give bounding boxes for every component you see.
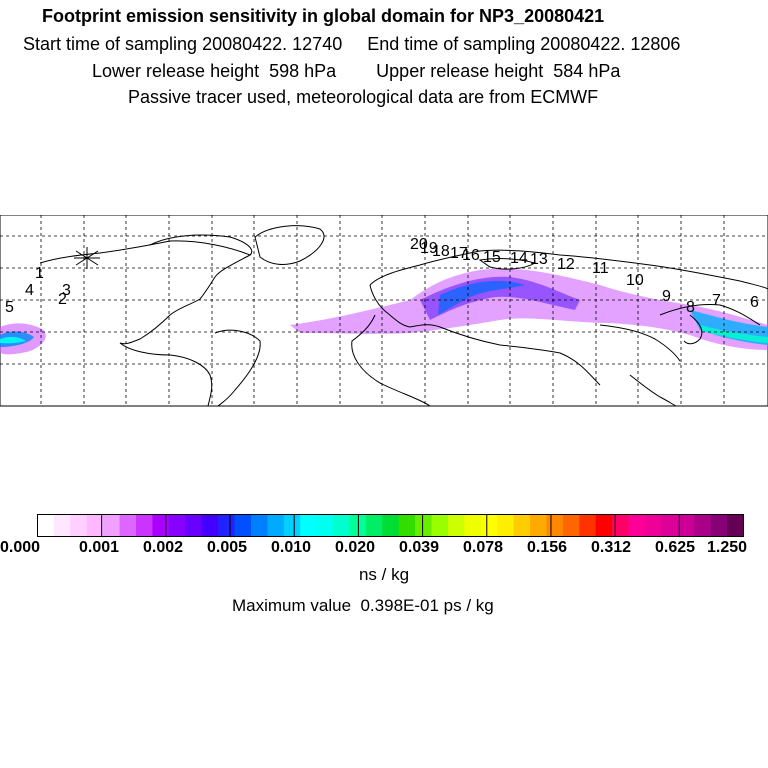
colorbar-swatch: [661, 514, 679, 537]
colorbar-tick-label: 0.625: [655, 539, 696, 556]
colorbar-major-dividers: [101, 514, 680, 537]
tracer-info-line: Passive tracer used, meteorological data…: [128, 87, 599, 107]
trajectory-label: 18: [432, 243, 450, 260]
colorbar-swatch: [546, 514, 564, 537]
colorbar-tick-label: 0.312: [591, 539, 632, 556]
colorbar-cells: [37, 514, 744, 537]
colorbar-swatch: [497, 514, 515, 537]
colorbar-swatch: [119, 514, 137, 537]
trajectory-label: 12: [557, 256, 575, 273]
colorbar-swatch: [103, 514, 120, 537]
trajectory-label: 17: [450, 245, 468, 262]
colorbar-swatch: [595, 514, 613, 537]
colorbar-swatch: [70, 514, 88, 537]
trajectory-label: 2: [58, 291, 67, 308]
trajectory-label: 10: [626, 272, 644, 289]
colorbar-swatch: [53, 514, 71, 537]
colorbar-swatch: [218, 514, 235, 537]
colorbar-swatch: [431, 514, 449, 537]
colorbar-swatch: [530, 514, 547, 537]
trajectory-label: 7: [712, 292, 721, 309]
colorbar-swatch: [579, 514, 597, 537]
colorbar-swatch: [168, 514, 186, 537]
colorbar-swatch: [415, 514, 432, 537]
coastlines: [39, 225, 768, 407]
colorbar-swatch: [333, 514, 350, 537]
colorbar-swatch: [136, 514, 153, 537]
colorbar: [37, 514, 744, 537]
graticule: [0, 215, 768, 406]
colorbar-tick-label: 0.002: [143, 539, 184, 556]
colorbar-tick-label: 1.250: [707, 539, 748, 556]
colorbar-swatch: [727, 514, 744, 537]
trajectory-label: 6: [750, 294, 759, 311]
colorbar-swatch: [234, 514, 252, 537]
sensitivity-field: [0, 268, 768, 355]
colorbar-swatch: [644, 514, 662, 537]
colorbar-tick-label: 0.156: [527, 539, 568, 556]
colorbar-swatch: [185, 514, 203, 537]
colorbar-tick-label: 0.078: [463, 539, 504, 556]
trajectory-label: 13: [530, 251, 548, 268]
colorbar-tick-label: 0.000: [0, 539, 41, 556]
trajectory-label: 4: [25, 282, 34, 299]
colorbar-swatch: [201, 514, 219, 537]
colorbar-swatch: [677, 514, 695, 537]
colorbar-swatch: [300, 514, 318, 537]
trajectory-label: 11: [592, 260, 609, 277]
colorbar-swatch: [250, 514, 268, 537]
colorbar-swatch: [365, 514, 383, 537]
colorbar-tick-label: 0.039: [399, 539, 440, 556]
colorbar-tick-label: 0.001: [79, 539, 120, 556]
trajectory-label: 5: [5, 299, 14, 316]
maximum-value-note: Maximum value 0.398E-01 ps / kg: [232, 596, 494, 615]
release-location-icon: [74, 247, 100, 269]
colorbar-swatch: [316, 514, 334, 537]
trajectory-label: 3: [62, 282, 71, 299]
colorbar-tick-label: 0.005: [207, 539, 248, 556]
colorbar-swatch: [694, 514, 712, 537]
colorbar-swatch: [464, 514, 482, 537]
trajectory-label: 1: [35, 265, 44, 282]
trajectory-label: 19: [420, 240, 438, 257]
colorbar-swatch: [398, 514, 416, 537]
colorbar-swatch: [382, 514, 400, 537]
plot-title: Footprint emission sensitivity in global…: [42, 6, 605, 26]
trajectory-label: 20: [410, 236, 428, 253]
colorbar-units: ns / kg: [358, 565, 410, 584]
colorbar-swatch: [562, 514, 580, 537]
trajectory-label: 15: [483, 249, 501, 266]
trajectory-label: 9: [662, 288, 671, 305]
sampling-time-line: Start time of sampling 20080422. 12740 E…: [23, 34, 681, 54]
colorbar-swatch: [447, 514, 465, 537]
colorbar-swatch: [283, 514, 301, 537]
colorbar-swatch: [37, 514, 55, 537]
colorbar-tick-label: 0.020: [335, 539, 376, 556]
colorbar-tick-label: 0.010: [271, 539, 312, 556]
trajectory-labels: 20 19 18 17 16 15 14 13 12 11 10 9 8 7 6…: [5, 236, 759, 316]
colorbar-swatch: [628, 514, 646, 537]
trajectory-label: 16: [462, 247, 480, 264]
colorbar-swatch: [710, 514, 728, 537]
colorbar-swatch: [480, 514, 498, 537]
colorbar-swatch: [612, 514, 629, 537]
colorbar-swatch: [86, 514, 104, 537]
release-height-line: Lower release height 598 hPa Upper relea…: [92, 61, 621, 81]
colorbar-swatch: [152, 514, 170, 537]
colorbar-swatch: [513, 514, 531, 537]
trajectory-label: 14: [510, 250, 528, 267]
trajectory-label: 8: [686, 299, 695, 316]
colorbar-swatch: [267, 514, 285, 537]
world-map: 20 19 18 17 16 15 14 13 12 11 10 9 8 7 6…: [0, 215, 768, 407]
colorbar-swatch: [349, 514, 367, 537]
